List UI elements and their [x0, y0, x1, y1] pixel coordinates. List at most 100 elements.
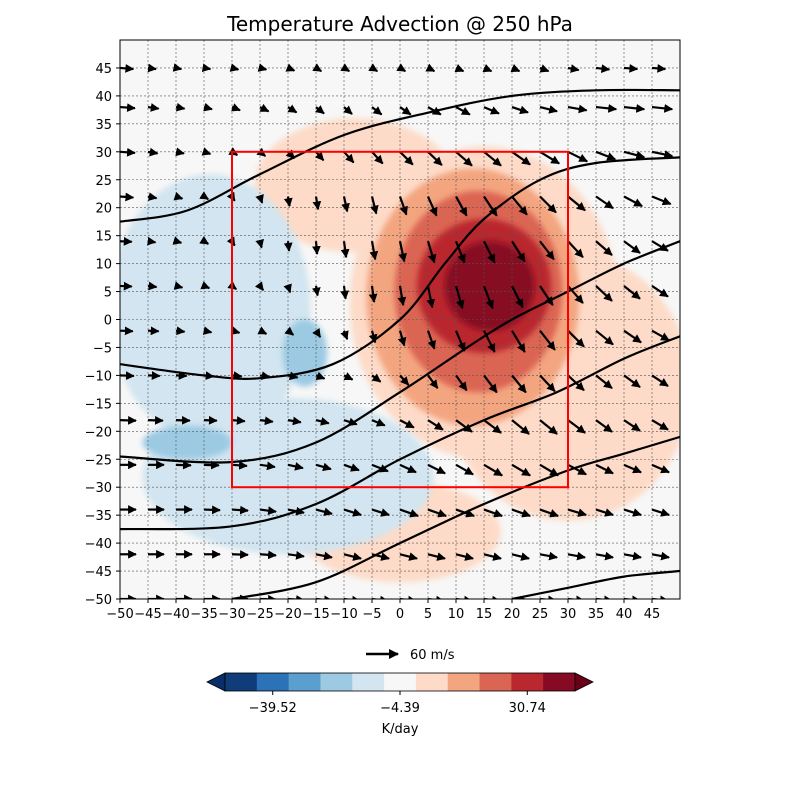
- wind-vector: [287, 506, 305, 516]
- y-tick-label: −50: [85, 593, 112, 608]
- y-tick-label: −25: [85, 453, 112, 468]
- colorbar-swatch: [447, 673, 481, 691]
- wind-vector: [567, 551, 586, 561]
- wind-vector: [482, 63, 493, 73]
- wind-vector: [399, 419, 415, 429]
- wind-vector: [510, 63, 521, 73]
- wind-vector: [312, 63, 323, 73]
- wind-vector: [285, 63, 296, 72]
- wind-vector: [231, 460, 248, 470]
- wind-vector: [595, 64, 611, 73]
- wind-vector: [175, 326, 186, 336]
- x-tick-label: −35: [190, 607, 217, 622]
- colorbar-swatch: [225, 673, 258, 691]
- y-axis: −50−45−40−35−30−25−20−15−10−505101520253…: [85, 62, 120, 608]
- wind-vector: [147, 192, 158, 201]
- wind-vector: [427, 374, 439, 389]
- wind-vector: [203, 460, 220, 470]
- wind-vector: [427, 106, 442, 116]
- wind-vector: [483, 463, 503, 477]
- wind-vector: [397, 285, 407, 307]
- wind-vector: [511, 240, 526, 263]
- wind-vector: [147, 326, 160, 336]
- colorbar-tick-label: −39.52: [249, 701, 297, 716]
- x-tick-label: 5: [424, 607, 432, 622]
- wind-vector: [595, 195, 614, 210]
- wind-vector: [595, 285, 613, 302]
- wind-vector: [399, 151, 414, 166]
- wind-vector: [595, 463, 614, 475]
- wind-vector: [369, 241, 379, 261]
- wind-vector: [455, 419, 473, 433]
- wind-vector: [651, 551, 670, 561]
- y-tick-label: −35: [85, 509, 112, 524]
- x-tick-label: −20: [274, 607, 301, 622]
- wind-vector: [651, 329, 670, 342]
- x-tick-label: −10: [330, 607, 357, 622]
- wind-vector: [371, 373, 382, 383]
- wind-vector: [371, 463, 389, 473]
- wind-vector: [259, 103, 270, 113]
- wind-vector: [315, 507, 333, 517]
- x-axis: −50 −45 −40 −35 −30 −25 −20 −15 −10 −5 0 5 10 15 20 25 3…: [106, 599, 660, 622]
- y-tick-label: 40: [95, 90, 112, 105]
- wind-vector: [539, 195, 557, 214]
- wind-vector: [343, 105, 353, 115]
- wind-vector: [539, 330, 556, 351]
- wind-vector: [368, 330, 378, 344]
- wind-vector: [455, 374, 468, 392]
- colorbar-swatch: [511, 673, 544, 691]
- wind-vector: [595, 374, 613, 390]
- wind-vector: [173, 281, 184, 290]
- wind-vector: [343, 463, 360, 472]
- wind-vector: [287, 551, 305, 560]
- wind-vector: [623, 419, 641, 432]
- wind-vector: [285, 149, 296, 159]
- wind-vector: [651, 508, 670, 517]
- wind-vector: [511, 285, 524, 309]
- wind-vector: [567, 195, 586, 212]
- colorbar-swatch: [543, 673, 576, 691]
- wind-vector: [147, 281, 158, 291]
- wind-vector: [287, 104, 298, 114]
- colorbar-label: K/day: [382, 722, 419, 737]
- wind-vector: [312, 241, 321, 255]
- x-tick-label: 25: [532, 607, 549, 622]
- wind-vector: [623, 63, 639, 73]
- wind-vector: [259, 506, 277, 516]
- wind-vector: [259, 550, 277, 560]
- wind-vector: [651, 63, 667, 73]
- wind-vector: [454, 330, 466, 352]
- wind-vector: [368, 285, 378, 303]
- wind-vector: [203, 505, 221, 515]
- wind-vector: [454, 285, 465, 310]
- wind-vector: [567, 374, 585, 392]
- wind-vector: [371, 552, 390, 561]
- wind-vector: [511, 374, 527, 394]
- wind-vector: [511, 463, 531, 477]
- y-tick-label: 15: [95, 230, 112, 245]
- contour-line: [120, 156, 680, 380]
- wind-vector: [311, 285, 321, 297]
- wind-vector: [172, 63, 183, 72]
- wind-vector: [651, 150, 674, 159]
- wind-vector: [230, 326, 241, 335]
- wind-vector: [147, 415, 164, 425]
- wind-vector: [595, 329, 614, 346]
- wind-vector: [371, 106, 383, 116]
- wind-vector: [426, 240, 437, 264]
- wind-vector: [343, 151, 355, 164]
- wind-vector: [231, 103, 241, 112]
- wind-vector: [398, 241, 407, 263]
- y-tick-label: 35: [95, 118, 112, 133]
- wind-vector: [511, 419, 530, 435]
- wind-vector: [341, 196, 350, 213]
- wind-vector: [229, 63, 240, 72]
- wind-vector: [371, 418, 386, 427]
- wind-vector: [370, 196, 379, 215]
- wind-vector: [623, 195, 643, 208]
- contour-line: [231, 435, 680, 599]
- wind-vector: [315, 462, 332, 472]
- wind-vector: [455, 106, 471, 116]
- y-tick-label: 25: [95, 174, 112, 189]
